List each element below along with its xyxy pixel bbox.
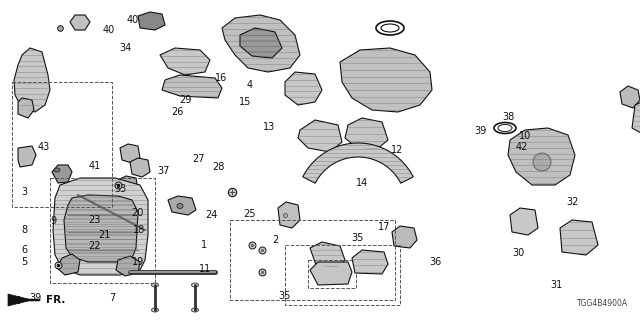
Text: 35: 35 (278, 291, 291, 301)
Text: 27: 27 (192, 154, 205, 164)
Polygon shape (8, 294, 32, 306)
Polygon shape (138, 12, 165, 30)
Ellipse shape (177, 204, 183, 209)
Polygon shape (18, 98, 34, 118)
Polygon shape (392, 226, 417, 248)
Text: 24: 24 (205, 210, 218, 220)
Polygon shape (18, 146, 36, 167)
Text: 32: 32 (566, 196, 579, 207)
Text: 16: 16 (215, 73, 228, 84)
Text: 23: 23 (88, 215, 101, 225)
Text: 15: 15 (239, 97, 252, 107)
Polygon shape (53, 178, 148, 275)
Polygon shape (52, 165, 72, 183)
Text: 4: 4 (246, 80, 253, 90)
Text: 7: 7 (109, 292, 115, 303)
Text: 17: 17 (378, 222, 390, 232)
Text: 20: 20 (131, 208, 144, 218)
Polygon shape (340, 48, 432, 112)
Text: 36: 36 (429, 257, 442, 268)
Polygon shape (352, 250, 388, 274)
Polygon shape (285, 72, 322, 105)
Text: 9: 9 (50, 216, 56, 226)
Text: 3: 3 (21, 187, 28, 197)
Ellipse shape (152, 308, 159, 312)
Polygon shape (222, 15, 300, 72)
Text: 18: 18 (133, 225, 146, 235)
Polygon shape (310, 262, 352, 285)
Polygon shape (632, 88, 640, 138)
Polygon shape (116, 256, 140, 276)
Text: 5: 5 (21, 257, 28, 268)
Bar (12, 82, 112, 207)
Bar (285, 245, 400, 305)
Text: 1: 1 (200, 240, 207, 250)
Polygon shape (162, 75, 222, 98)
Polygon shape (120, 144, 140, 163)
Ellipse shape (191, 308, 198, 312)
Text: 31: 31 (550, 280, 563, 290)
Ellipse shape (152, 283, 159, 287)
Text: 19: 19 (131, 257, 144, 268)
Polygon shape (168, 196, 196, 215)
Polygon shape (560, 220, 598, 255)
Polygon shape (118, 176, 138, 195)
Text: 6: 6 (21, 245, 28, 255)
Polygon shape (345, 118, 388, 150)
Text: 25: 25 (243, 209, 256, 219)
Text: 40: 40 (127, 15, 140, 25)
Text: 10: 10 (518, 131, 531, 141)
Text: 39: 39 (474, 125, 486, 136)
Text: 41: 41 (88, 161, 101, 171)
Polygon shape (160, 48, 210, 75)
Text: 30: 30 (512, 248, 525, 258)
Text: 26: 26 (172, 107, 184, 117)
Text: 2: 2 (272, 235, 278, 245)
Ellipse shape (533, 153, 551, 171)
Text: 43: 43 (37, 141, 50, 152)
Text: 21: 21 (98, 230, 111, 240)
Polygon shape (14, 48, 50, 112)
Polygon shape (278, 202, 300, 228)
Text: 8: 8 (21, 225, 28, 235)
Text: 42: 42 (515, 142, 528, 152)
Text: 37: 37 (157, 166, 170, 176)
Polygon shape (510, 208, 538, 235)
Bar (230, 220, 395, 300)
Bar (308, 260, 356, 288)
Text: TGG4B4900A: TGG4B4900A (577, 299, 628, 308)
Text: 29: 29 (179, 95, 192, 105)
Text: 35: 35 (351, 233, 364, 244)
Text: 39: 39 (29, 292, 42, 303)
Polygon shape (70, 15, 90, 30)
Text: FR.: FR. (46, 295, 65, 305)
Text: 22: 22 (88, 241, 101, 251)
Polygon shape (57, 254, 80, 275)
Ellipse shape (125, 184, 131, 188)
Text: 14: 14 (355, 178, 368, 188)
Text: 13: 13 (262, 122, 275, 132)
Text: 33: 33 (114, 184, 127, 194)
Text: 12: 12 (390, 145, 403, 155)
Ellipse shape (191, 283, 198, 287)
Polygon shape (240, 28, 282, 58)
Polygon shape (310, 242, 345, 268)
Polygon shape (130, 158, 150, 177)
Text: 28: 28 (212, 162, 225, 172)
Text: 11: 11 (198, 264, 211, 274)
Ellipse shape (54, 168, 60, 172)
Polygon shape (64, 195, 138, 262)
Text: 38: 38 (502, 112, 515, 122)
Polygon shape (298, 120, 342, 152)
Text: 40: 40 (102, 25, 115, 36)
Polygon shape (303, 143, 413, 183)
Bar (50, 178, 155, 283)
Polygon shape (508, 128, 575, 185)
Polygon shape (620, 86, 640, 108)
Text: 34: 34 (119, 43, 132, 53)
